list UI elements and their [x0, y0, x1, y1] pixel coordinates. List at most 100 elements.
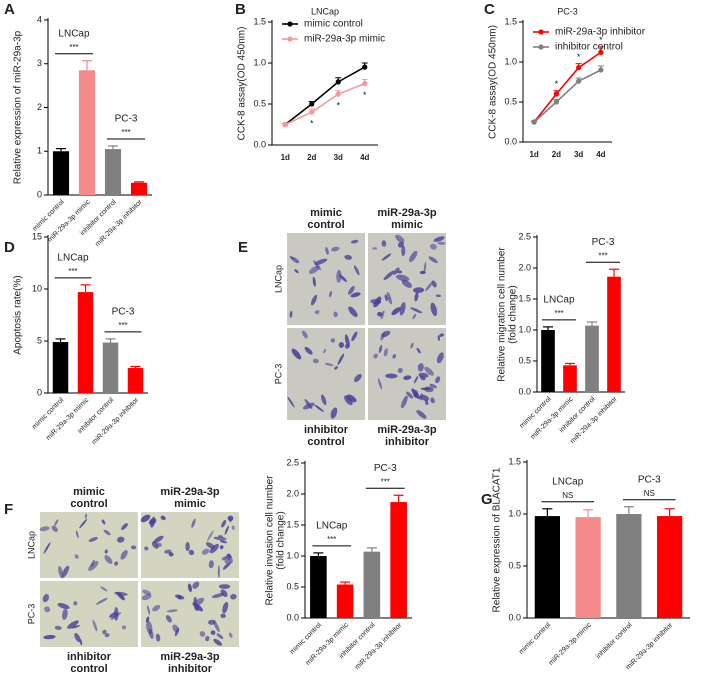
cell [220, 589, 228, 598]
cell [92, 619, 98, 632]
cell [430, 397, 435, 404]
cell [103, 529, 111, 536]
cell [79, 518, 88, 529]
cell [217, 565, 220, 578]
series-line [533, 51, 602, 123]
y-tick-label: 0.0 [286, 612, 299, 622]
x-tick-label: miR-29a-3p inhibitor [625, 621, 675, 671]
cell [231, 525, 235, 530]
cell [383, 348, 388, 357]
cell [323, 348, 327, 354]
group-label: LNCap [57, 252, 89, 263]
legend-marker [287, 21, 293, 27]
bar [585, 325, 599, 392]
panel-label: B [235, 1, 246, 18]
y-axis-label: Apoptosis rate(%) [13, 275, 24, 354]
cell [325, 246, 329, 255]
y-tick-label: 15 [32, 231, 42, 241]
cell [330, 407, 338, 419]
y-tick-label: 5 [37, 335, 42, 345]
image-column-label: inhibitor control [67, 651, 112, 675]
cell [192, 597, 205, 607]
cell [386, 291, 392, 305]
cell [208, 560, 214, 569]
cell [172, 624, 179, 633]
cell [42, 593, 50, 603]
panel-label: D [4, 239, 15, 256]
cell [409, 250, 418, 263]
significance: *** [598, 251, 607, 260]
y-tick-label: 4 [37, 14, 42, 24]
cell [310, 294, 318, 306]
cell [224, 525, 229, 535]
cell [435, 294, 442, 298]
cell [152, 605, 161, 612]
cell [383, 270, 395, 281]
cell [436, 352, 444, 364]
x-tick-label: 4d [596, 150, 605, 159]
cell [224, 553, 231, 564]
image-row-label: PC-3 [26, 604, 36, 625]
cell [54, 625, 62, 630]
cell [353, 265, 360, 276]
y-tick-label: 0 [37, 387, 42, 397]
y-tick-label: 1 [37, 146, 42, 156]
cell [51, 525, 58, 532]
cell [377, 378, 383, 390]
y-axis-label: Relative expression of BLACAT1 [492, 467, 503, 612]
cell [116, 536, 125, 543]
x-tick-label: mimic control [518, 621, 552, 655]
significance: *** [68, 267, 77, 276]
cell [373, 296, 382, 308]
point [335, 79, 341, 85]
cell [164, 549, 172, 554]
micrograph [368, 328, 446, 420]
cell [333, 311, 338, 318]
point [335, 91, 341, 97]
cell [100, 586, 108, 592]
cell [430, 302, 438, 317]
cell [155, 633, 161, 642]
cell [400, 395, 408, 409]
cell [346, 394, 357, 403]
x-tick-label: miR-29a-3p inhibitor [91, 396, 141, 446]
y-tick-label: 0.0 [508, 612, 521, 622]
panel-label: G [481, 491, 493, 508]
y-tick-label: 1.5 [286, 519, 299, 529]
y-axis-label: Relative expression of miR-29a-3p [13, 30, 24, 184]
y-tick-label: 0.5 [508, 560, 521, 570]
bar [541, 330, 555, 392]
y-tick-label: 0.5 [504, 96, 517, 106]
cell [146, 620, 153, 635]
cell [403, 375, 412, 380]
cell [372, 247, 377, 250]
y-axis-label: CCK-8 assay(OD 450nm) [488, 25, 499, 139]
cell [53, 519, 59, 527]
micrograph [40, 581, 138, 647]
cell [378, 344, 383, 354]
significance: *** [327, 535, 336, 544]
image-column-label: miR-29a-3p inhibitor [160, 651, 220, 675]
cell [219, 539, 227, 544]
cell [213, 536, 227, 541]
bar [390, 502, 407, 618]
cell [88, 536, 98, 542]
cell [201, 548, 210, 555]
y-tick-label: 2.5 [286, 457, 299, 467]
point [531, 119, 537, 125]
cell [437, 241, 446, 245]
cell [431, 280, 437, 288]
cell [140, 514, 151, 523]
cell [412, 313, 417, 320]
cell [324, 362, 334, 367]
cell [210, 630, 216, 635]
cell [417, 363, 424, 372]
cell [395, 234, 405, 243]
bar [78, 70, 96, 195]
group-label: PC-3 [112, 307, 135, 318]
bar [102, 342, 119, 393]
cell [391, 307, 401, 316]
y-tick-label: 1.5 [253, 16, 266, 26]
y-tick-label: 1.0 [253, 57, 266, 67]
legend-marker [287, 36, 293, 42]
